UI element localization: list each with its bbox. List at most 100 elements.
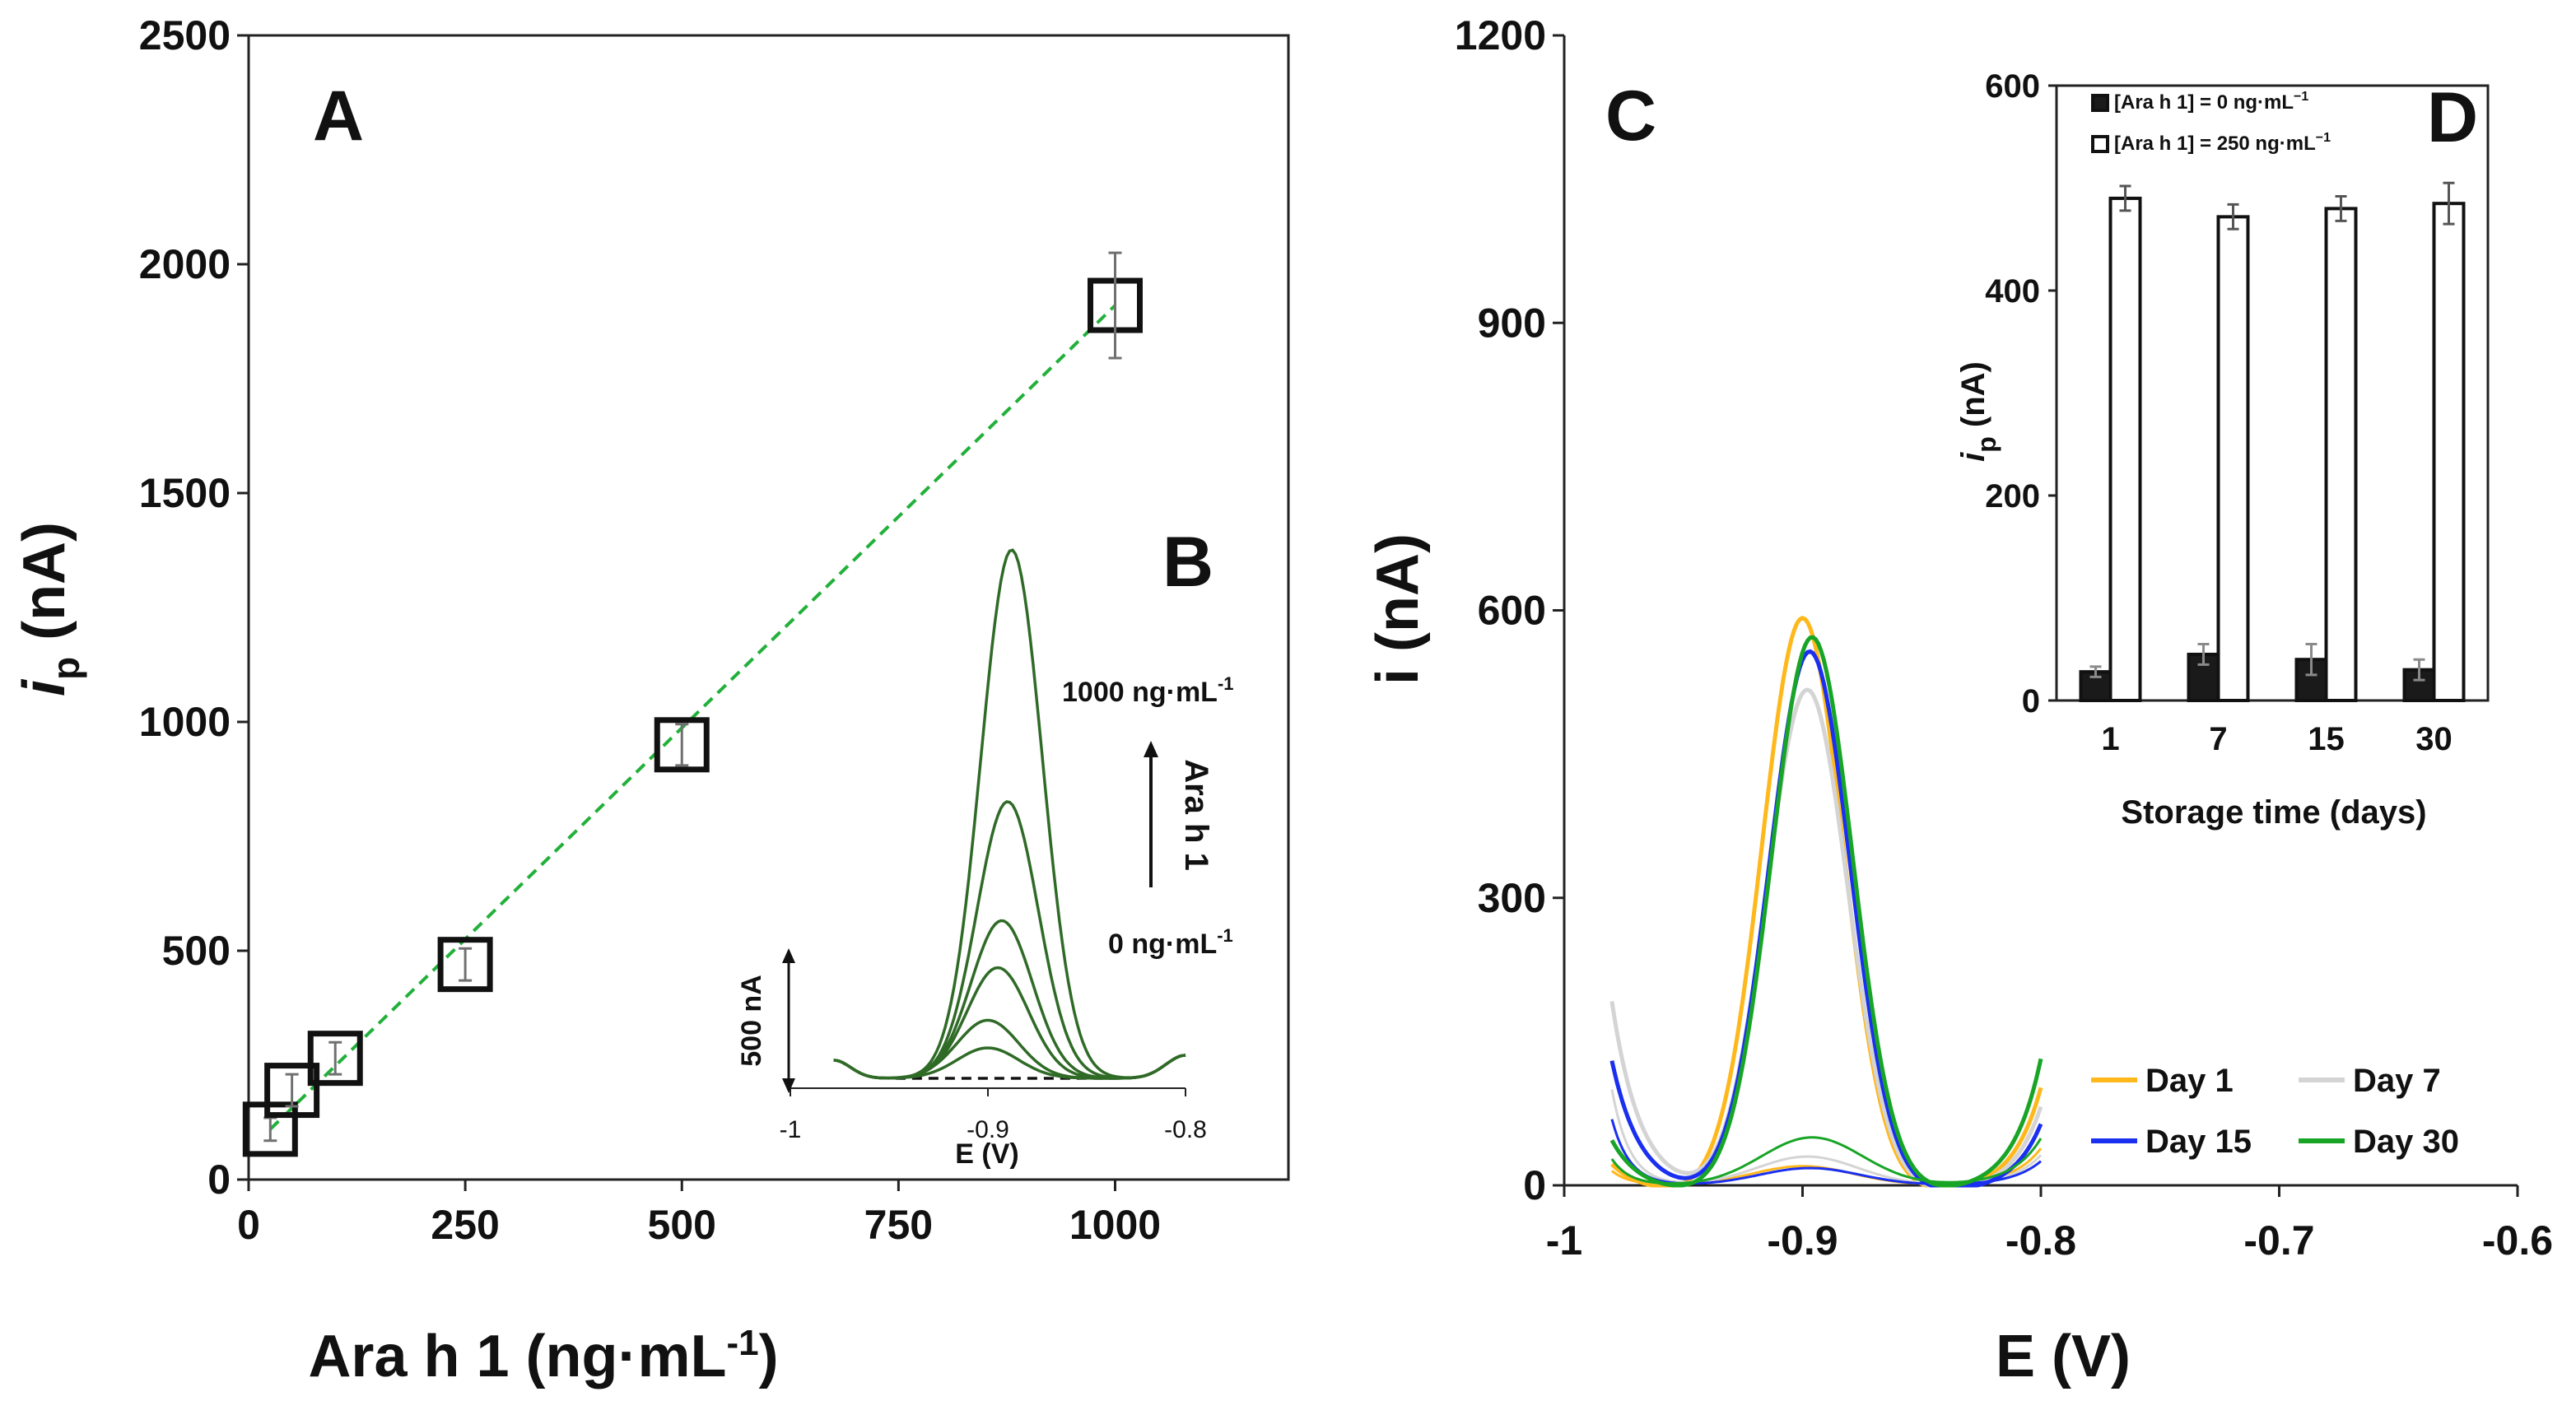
panel-d-error-bar bbox=[2119, 184, 2131, 212]
panel-c-legend-item: Day 7 bbox=[2299, 1063, 2441, 1099]
panel-a-error-bar bbox=[263, 1116, 277, 1143]
panel-d-error-bar bbox=[2413, 658, 2425, 682]
panel-b-curve bbox=[833, 1046, 1186, 1080]
panel-b-x-axis-label: E (V) bbox=[955, 1138, 1018, 1170]
panel-a-point-marker bbox=[437, 937, 493, 993]
panel-b-top-annotation: 1000 ng·mL-1 bbox=[1062, 673, 1234, 708]
panel-a-x-ticks: 0 250 500 750 1000 bbox=[237, 1180, 1161, 1248]
panel-d-legend-item: [Ara h 1] = 250 ng·mL−1 bbox=[2091, 131, 2331, 155]
panel-d-y-tick-label: 0 bbox=[2022, 683, 2040, 719]
panel-d-error-bar bbox=[2197, 643, 2210, 666]
panel-d-error-bar bbox=[2305, 643, 2317, 677]
panel-c-legend-label: Day 1 bbox=[2145, 1063, 2234, 1099]
panel-b-voltammograms bbox=[833, 548, 1186, 1080]
panel-d-plot-frame bbox=[2055, 84, 2490, 702]
panel-a-error-bar bbox=[328, 1040, 342, 1076]
panel-b-x-ticks: -1 -0.9 -0.8 bbox=[780, 1088, 1207, 1143]
panel-b-scale-bar bbox=[782, 948, 795, 1093]
panel-b-curve bbox=[833, 548, 1186, 1080]
panel-c-y-tick-label: 900 bbox=[1478, 300, 1546, 346]
panel-c-legend-item: Day 15 bbox=[2091, 1124, 2252, 1160]
panel-a-data-point bbox=[654, 717, 710, 773]
panel-b-x-tick-label: -0.9 bbox=[967, 1116, 1009, 1143]
panel-d-x-tick-label: 30 bbox=[2415, 721, 2453, 757]
panel-b-inset: -1 -0.9 -0.8 E (V) B 1000 ng·mL-1 0 ng·mL-… bbox=[736, 523, 1234, 1170]
panel-d-y-tick-label: 200 bbox=[1985, 478, 2040, 514]
panel-d-bar bbox=[2216, 215, 2250, 702]
panel-d-error-bar bbox=[2335, 194, 2347, 222]
panel-a-label: A bbox=[313, 77, 364, 156]
panel-a-y-tick-label: 1000 bbox=[139, 699, 231, 745]
panel-c-x-ticks: -1 -0.9 -0.8 -0.7 -0.6 bbox=[1546, 1185, 2553, 1264]
panel-c-legend-label: Day 7 bbox=[2353, 1063, 2441, 1099]
panel-a-data-point bbox=[437, 937, 493, 993]
panel-d-error-bar bbox=[2443, 181, 2455, 226]
panel-c-y-ticks: 0 300 600 900 1200 bbox=[1455, 12, 1564, 1208]
panel-d-bar-group bbox=[2108, 184, 2142, 702]
panel-c-blank-curve-day-30 bbox=[1610, 1136, 2043, 1185]
panel-d-legend: [Ara h 1] = 0 ng·mL−1 [Ara h 1] = 250 ng·… bbox=[2091, 90, 2331, 155]
panel-a-y-ticks: 0 500 1000 1500 2000 2500 bbox=[139, 12, 249, 1203]
panel-a-x-tick-label: 750 bbox=[864, 1202, 933, 1248]
panel-a-error-bar bbox=[285, 1073, 299, 1108]
panel-d-x-tick-label: 15 bbox=[2308, 721, 2345, 757]
panel-d-y-tick-label: 400 bbox=[1985, 273, 2040, 310]
panel-b-curve bbox=[833, 1018, 1186, 1080]
panel-d-x-tick-label: 7 bbox=[2209, 721, 2227, 757]
panel-d-bar-group bbox=[2402, 658, 2436, 703]
panel-c-y-axis-label: i (nA) bbox=[1365, 533, 1431, 685]
panel-c-voltammograms bbox=[1609, 616, 2043, 1188]
panel-a-y-tick-label: 1500 bbox=[139, 470, 231, 516]
panel-d-bar-group bbox=[2324, 194, 2358, 702]
panel-c-x-tick-label: -0.7 bbox=[2243, 1217, 2314, 1264]
panel-a-plot-frame bbox=[247, 34, 1290, 1181]
panel-c-y-tick-label: 600 bbox=[1478, 588, 1546, 634]
panel-b-curve bbox=[833, 1054, 1186, 1080]
panel-c-x-tick-label: -0.8 bbox=[2005, 1217, 2076, 1264]
panel-d-legend-item: [Ara h 1] = 0 ng·mL−1 bbox=[2091, 90, 2308, 114]
panel-c-legend: Day 1 Day 7 Day 15 Day 30 bbox=[2091, 1063, 2459, 1160]
panel-a-x-axis-label: Ara h 1 (ng·mL-1) bbox=[308, 1323, 778, 1389]
panel-a-y-tick-label: 2000 bbox=[139, 241, 231, 287]
panel-c-blank-curve-day-15 bbox=[1610, 1119, 2042, 1185]
panel-c-y-tick-label: 0 bbox=[1523, 1162, 1546, 1208]
panel-c-y-tick-label: 300 bbox=[1478, 875, 1546, 921]
panel-d-label: D bbox=[2427, 78, 2478, 157]
panel-c-y-tick-label: 1200 bbox=[1455, 12, 1546, 58]
panel-c-legend-label: Day 30 bbox=[2353, 1124, 2459, 1160]
panel-d-legend-swatch bbox=[2091, 135, 2109, 153]
panel-d-y-axis-label: ip (nA) bbox=[1955, 361, 2001, 462]
panel-b-x-tick-label: -0.8 bbox=[1164, 1116, 1207, 1143]
panel-d-bars bbox=[2079, 181, 2466, 703]
panel-c-x-tick-label: -0.6 bbox=[2482, 1217, 2553, 1264]
panel-a-point-marker bbox=[242, 1101, 298, 1157]
panel-d-y-ticks: 0 200 400 600 bbox=[1985, 68, 2057, 719]
panel-d-x-tick-label: 1 bbox=[2101, 721, 2119, 757]
panel-d-bar bbox=[2432, 202, 2466, 703]
panel-d-error-bar bbox=[2089, 665, 2102, 678]
panel-a-point-marker bbox=[654, 717, 710, 773]
panel-a-y-axis-label: ip (nA) bbox=[12, 522, 87, 696]
panel-b-label: B bbox=[1162, 523, 1213, 602]
panel-b-arrow-label: Ara h 1 bbox=[1178, 759, 1214, 871]
panel-c-x-tick-label: -1 bbox=[1546, 1217, 1582, 1264]
panel-a-x-tick-label: 0 bbox=[237, 1202, 260, 1248]
panel-d-bar-group bbox=[2216, 202, 2250, 702]
panel-d-error-bar bbox=[2227, 202, 2239, 230]
panel-a-data-point bbox=[1088, 251, 1143, 360]
panel-a-x-tick-label: 500 bbox=[648, 1202, 716, 1248]
panel-a-error-bar bbox=[1108, 251, 1122, 360]
panel-d-legend-label: [Ara h 1] = 0 ng·mL−1 bbox=[2114, 90, 2308, 114]
panel-d-bar bbox=[2108, 196, 2142, 702]
panel-a: 0 500 1000 1500 2000 2500 0 250 500 750 1000 A Ar… bbox=[12, 12, 1290, 1389]
panel-b-scale-bar-label: 500 nA bbox=[736, 975, 767, 1067]
panel-c-legend-label: Day 15 bbox=[2145, 1124, 2252, 1160]
panel-a-point-marker bbox=[307, 1031, 363, 1087]
panel-d-bar bbox=[2324, 207, 2358, 702]
panel-c-label: C bbox=[1605, 77, 1656, 156]
panel-a-data-points bbox=[242, 251, 1143, 1157]
panel-a-data-point bbox=[307, 1031, 363, 1087]
